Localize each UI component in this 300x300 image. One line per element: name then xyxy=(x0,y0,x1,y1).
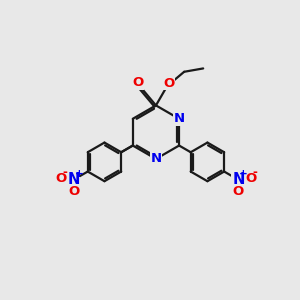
Text: N: N xyxy=(232,172,244,187)
Text: O: O xyxy=(56,172,67,185)
Text: O: O xyxy=(164,76,175,90)
Text: N: N xyxy=(173,112,185,125)
Text: -: - xyxy=(63,167,68,179)
Text: -: - xyxy=(253,167,257,179)
Text: O: O xyxy=(68,184,79,197)
Text: +: + xyxy=(75,169,83,179)
Text: O: O xyxy=(233,184,244,197)
Text: N: N xyxy=(68,172,80,187)
Text: O: O xyxy=(132,76,143,89)
Text: O: O xyxy=(245,172,256,185)
Text: N: N xyxy=(150,152,161,165)
Text: +: + xyxy=(239,169,248,179)
